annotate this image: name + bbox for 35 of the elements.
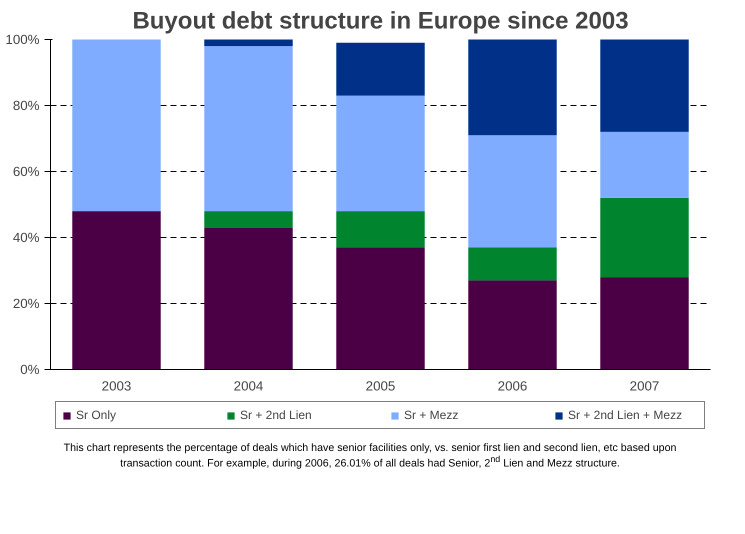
bar [468, 280, 557, 370]
x-tick-label: 2004 [234, 378, 264, 394]
bar [600, 198, 689, 278]
bar [204, 46, 293, 212]
bar [468, 247, 557, 280]
text: This chart represents the percentage of deals which have senior facilities only, vs. senior first lien and second lien, etc based upon transaction count. For example, during 2006, 26.01% of all deals had Senior, 2$^{nd}$ Lien and Mezz structure. [62, 442, 678, 470]
bar [600, 40, 689, 132]
bar [204, 40, 293, 46]
bar [468, 135, 557, 248]
y-tick-label: 20% [12, 296, 40, 311]
bar [336, 96, 425, 212]
bar [336, 247, 425, 370]
bar [468, 40, 557, 136]
x-tick-label: 2005 [366, 378, 396, 394]
bar [336, 211, 425, 248]
y-tick-label: 40% [12, 230, 40, 245]
y-tick-label: 80% [12, 98, 40, 113]
bar [204, 228, 293, 370]
x-tick-label: 2007 [630, 378, 660, 394]
bar [204, 211, 293, 228]
x-tick-label: 2003 [102, 378, 132, 394]
bar [600, 277, 689, 370]
legend-label: Sr + 2nd Lien + Mezz [568, 408, 684, 422]
bar [600, 132, 689, 198]
bar [336, 42, 425, 96]
x-tick-label: 2006 [498, 378, 528, 394]
y-tick-label: 100% [5, 32, 40, 47]
bar [72, 211, 161, 370]
legend-label: Sr Only [76, 408, 118, 422]
chart-title: Buyout debt structure in Europe since 2003 [132, 8, 629, 34]
y-tick-label: 60% [12, 164, 40, 179]
y-tick-label: 0% [20, 362, 40, 377]
legend-label: Sr + 2nd Lien [240, 408, 313, 422]
bar [72, 40, 161, 212]
legend-label: Sr + Mezz [404, 408, 460, 422]
